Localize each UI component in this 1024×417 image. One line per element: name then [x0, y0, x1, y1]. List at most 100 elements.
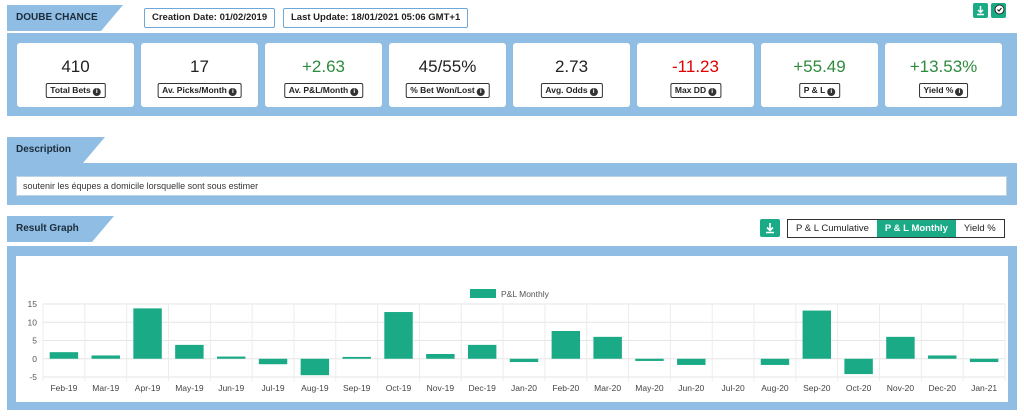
- info-icon[interactable]: i: [476, 88, 485, 96]
- stat-card: +2.63 Av. P&L/Month i: [265, 43, 382, 107]
- stat-card: +13.53% Yield % i: [885, 43, 1002, 107]
- stat-value: -11.23: [672, 57, 719, 76]
- check-badge-icon[interactable]: [991, 3, 1006, 18]
- strategy-title: DOUBE CHANCE: [16, 12, 98, 23]
- bar: [551, 331, 581, 359]
- toggle-pl-cumulative[interactable]: P & L Cumulative: [788, 220, 877, 237]
- bar: [467, 344, 497, 359]
- bar: [886, 336, 915, 359]
- bar: [969, 358, 999, 363]
- legend-swatch: [470, 289, 496, 298]
- info-icon[interactable]: i: [708, 88, 717, 96]
- bar: [802, 310, 832, 359]
- bar: [593, 336, 622, 359]
- x-tick-label: Sep-19: [343, 383, 371, 393]
- stat-value: 2.73: [554, 57, 589, 76]
- x-tick-label: Jan-20: [511, 383, 537, 393]
- chart-toggle-group: P & L Cumulative P & L Monthly Yield %: [787, 219, 1005, 238]
- x-tick-label: Jul-19: [261, 383, 284, 393]
- stat-value: 410: [61, 57, 90, 76]
- info-icon[interactable]: i: [955, 88, 964, 96]
- stat-card: 2.73 Avg. Odds i: [513, 43, 630, 107]
- y-tick-label: 0: [32, 354, 37, 364]
- y-tick-label: 15: [28, 299, 38, 309]
- bar: [175, 344, 204, 359]
- bar: [509, 358, 539, 363]
- info-icon[interactable]: i: [589, 88, 598, 96]
- bar: [635, 358, 664, 361]
- last-update-badge: Last Update: 18/01/2021 05:06 GMT+1: [283, 8, 469, 28]
- stat-label-text: Avg. Odds: [545, 85, 588, 95]
- result-graph-tab: Result Graph: [7, 216, 114, 242]
- bar: [384, 312, 413, 359]
- stat-label: Av. P&L/Month i: [283, 83, 364, 98]
- x-tick-label: Sep-20: [803, 383, 831, 393]
- stat-label-text: Av. Picks/Month: [162, 85, 227, 95]
- bar: [760, 358, 790, 365]
- x-tick-label: May-19: [175, 383, 204, 393]
- x-tick-label: Nov-19: [427, 383, 455, 393]
- x-tick-label: Jan-21: [971, 383, 997, 393]
- stat-card: 410 Total Bets i: [17, 43, 134, 107]
- info-icon[interactable]: i: [827, 88, 836, 96]
- x-tick-label: Feb-19: [50, 383, 77, 393]
- stat-label: % Bet Won/Lost i: [405, 83, 490, 98]
- download-icon: [766, 223, 774, 234]
- legend-label: P&L Monthly: [501, 289, 550, 299]
- stat-value: +13.53%: [909, 57, 978, 76]
- x-tick-label: Aug-19: [301, 383, 329, 393]
- x-tick-label: Mar-19: [92, 383, 119, 393]
- stat-label-text: Total Bets: [50, 85, 91, 95]
- description-title: Description: [16, 144, 72, 155]
- info-icon[interactable]: i: [92, 88, 101, 96]
- toggle-yield[interactable]: Yield %: [955, 220, 1004, 237]
- stat-card: -11.23 Max DD i: [637, 43, 754, 107]
- stat-label-text: P & L: [803, 85, 826, 95]
- stat-label: Yield % i: [918, 83, 969, 98]
- result-graph-title: Result Graph: [16, 223, 79, 234]
- bar: [300, 358, 330, 376]
- bar: [426, 354, 455, 359]
- stat-value: 17: [190, 57, 209, 76]
- stat-label-text: Av. P&L/Month: [288, 85, 349, 95]
- x-tick-label: Dec-19: [468, 383, 496, 393]
- download-icon[interactable]: [973, 3, 988, 18]
- x-tick-label: Dec-20: [929, 383, 957, 393]
- strategy-title-tab: DOUBE CHANCE: [7, 5, 123, 31]
- y-tick-label: 10: [28, 317, 38, 327]
- x-tick-label: Oct-19: [386, 383, 412, 393]
- stat-value: +55.49: [793, 57, 846, 76]
- stat-label: Total Bets i: [45, 83, 106, 98]
- y-tick-label: -5: [29, 372, 37, 382]
- x-tick-label: Mar-20: [594, 383, 621, 393]
- pl-monthly-chart: 15 10 5 0 -5 Feb-19 Mar-19 Apr-19 May-19 Jun-19 Ju…: [28, 289, 1006, 393]
- info-icon[interactable]: i: [350, 88, 359, 96]
- x-tick-label: Feb-20: [552, 383, 579, 393]
- bar: [258, 358, 288, 365]
- stat-value: +2.63: [301, 57, 345, 76]
- x-tick-label: Oct-20: [846, 383, 872, 393]
- stat-label-text: Max DD: [674, 85, 707, 95]
- bar: [49, 352, 79, 359]
- x-tick-label: Apr-19: [135, 383, 161, 393]
- stat-label-text: Yield %: [923, 85, 954, 95]
- bar: [133, 308, 162, 359]
- chart-download-button[interactable]: [760, 219, 780, 237]
- x-tick-label: Jul-20: [722, 383, 745, 393]
- toggle-pl-monthly[interactable]: P & L Monthly: [876, 220, 956, 237]
- stat-card: 17 Av. Picks/Month i: [141, 43, 258, 107]
- description-tab: Description: [7, 137, 105, 163]
- bar: [91, 355, 120, 359]
- bar: [844, 358, 873, 375]
- info-icon[interactable]: i: [228, 88, 237, 96]
- stat-label-text: % Bet Won/Lost: [410, 85, 475, 95]
- x-tick-label: Jun-19: [218, 383, 244, 393]
- bar: [677, 358, 706, 365]
- stat-label: Avg. Odds i: [540, 83, 603, 98]
- stat-card: 45/55% % Bet Won/Lost i: [389, 43, 506, 107]
- stat-value: 45/55%: [418, 57, 477, 76]
- description-text: soutenir les équpes a domicile lorsquell…: [16, 176, 1007, 196]
- creation-date-badge: Creation Date: 01/02/2019: [144, 8, 276, 28]
